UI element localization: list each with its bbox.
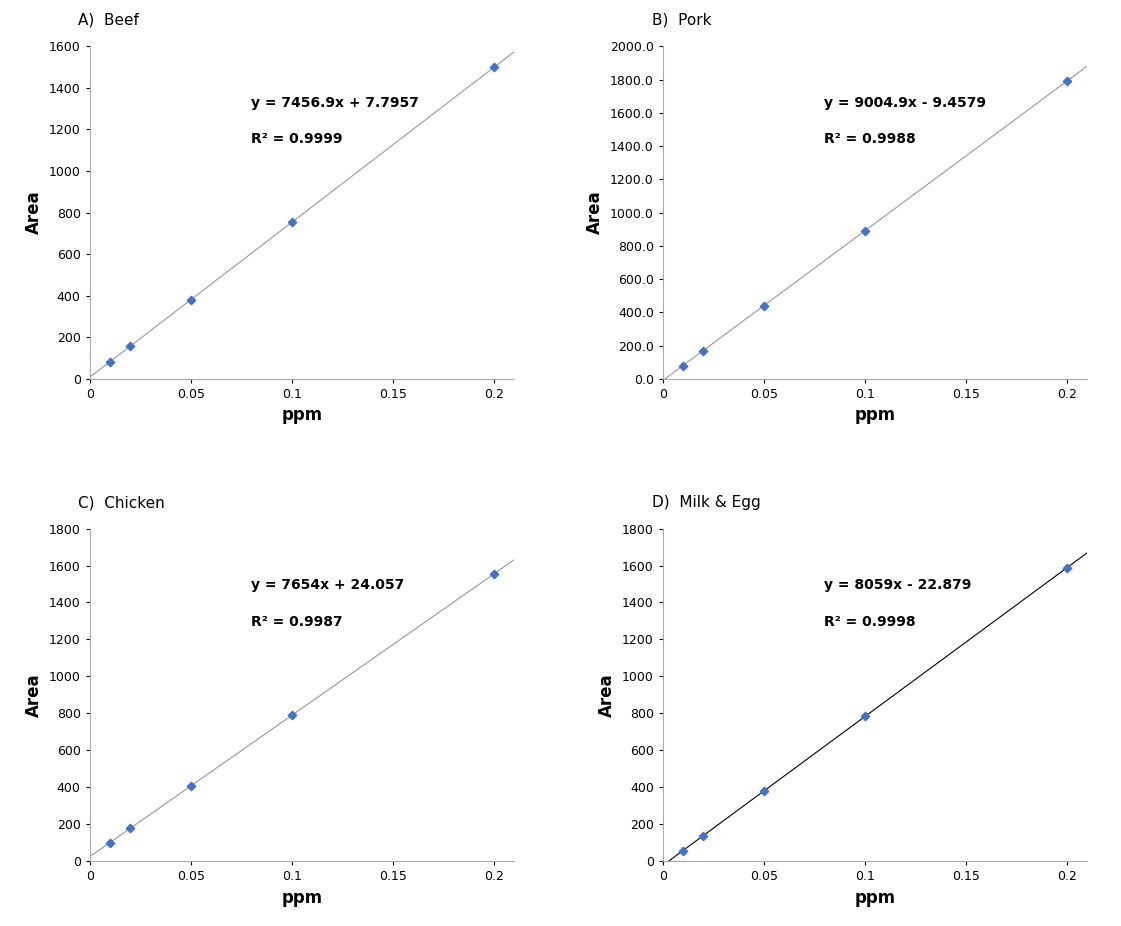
Point <box>485 567 503 582</box>
Point <box>674 358 692 373</box>
Point <box>674 843 692 857</box>
Text: y = 7456.9x + 7.7957: y = 7456.9x + 7.7957 <box>251 96 419 110</box>
Y-axis label: Area: Area <box>25 191 44 234</box>
Text: y = 9004.9x - 9.4579: y = 9004.9x - 9.4579 <box>824 96 986 110</box>
X-axis label: ppm: ppm <box>281 407 323 424</box>
Text: B)  Pork: B) Pork <box>651 13 711 28</box>
Point <box>101 835 119 850</box>
Point <box>1058 560 1076 575</box>
X-axis label: ppm: ppm <box>854 889 896 907</box>
Text: R² = 0.9988: R² = 0.9988 <box>824 132 916 146</box>
Point <box>694 344 712 358</box>
X-axis label: ppm: ppm <box>854 407 896 424</box>
Point <box>182 779 200 794</box>
Y-axis label: Area: Area <box>599 673 617 717</box>
Text: D)  Milk & Egg: D) Milk & Egg <box>651 495 760 510</box>
Text: A)  Beef: A) Beef <box>78 13 139 28</box>
Point <box>121 821 139 836</box>
Y-axis label: Area: Area <box>25 673 44 717</box>
Point <box>101 355 119 369</box>
Text: C)  Chicken: C) Chicken <box>78 495 165 510</box>
Text: y = 7654x + 24.057: y = 7654x + 24.057 <box>251 578 405 592</box>
Point <box>1058 73 1076 88</box>
Point <box>282 707 300 722</box>
Text: R² = 0.9999: R² = 0.9999 <box>251 132 343 146</box>
X-axis label: ppm: ppm <box>281 889 323 907</box>
Y-axis label: Area: Area <box>586 191 604 234</box>
Text: y = 8059x - 22.879: y = 8059x - 22.879 <box>824 578 972 592</box>
Point <box>754 783 772 798</box>
Point <box>282 215 300 230</box>
Text: R² = 0.9998: R² = 0.9998 <box>824 615 916 629</box>
Point <box>121 339 139 354</box>
Point <box>856 709 874 724</box>
Point <box>694 828 712 843</box>
Point <box>856 223 874 238</box>
Point <box>182 293 200 307</box>
Text: R² = 0.9987: R² = 0.9987 <box>251 615 343 629</box>
Point <box>485 60 503 75</box>
Point <box>754 298 772 313</box>
